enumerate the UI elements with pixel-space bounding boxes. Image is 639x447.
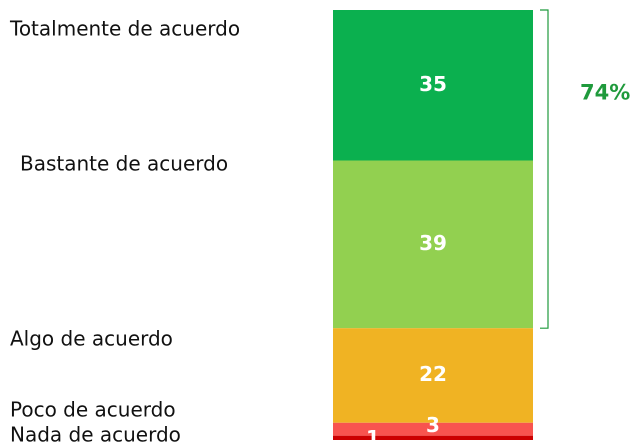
bar-segment [333, 10, 533, 161]
category-label: Bastante de acuerdo [20, 152, 228, 176]
value-label: 1 [366, 426, 380, 447]
annotation: 74% [580, 80, 630, 104]
bracket [540, 9, 549, 329]
bar-segment [333, 435, 533, 440]
value-label: 3 [426, 413, 440, 437]
bar-segment [333, 422, 533, 436]
bar-segment [333, 328, 533, 423]
category-label: Poco de acuerdo [10, 398, 176, 422]
category-label: Algo de acuerdo [10, 327, 173, 351]
category-label: Nada de acuerdo [10, 423, 181, 447]
category-label: Totalmente de acuerdo [9, 17, 240, 41]
value-label: 39 [419, 231, 447, 255]
value-label: 35 [419, 72, 447, 96]
bar-segment [333, 160, 533, 329]
value-label: 22 [419, 362, 447, 386]
